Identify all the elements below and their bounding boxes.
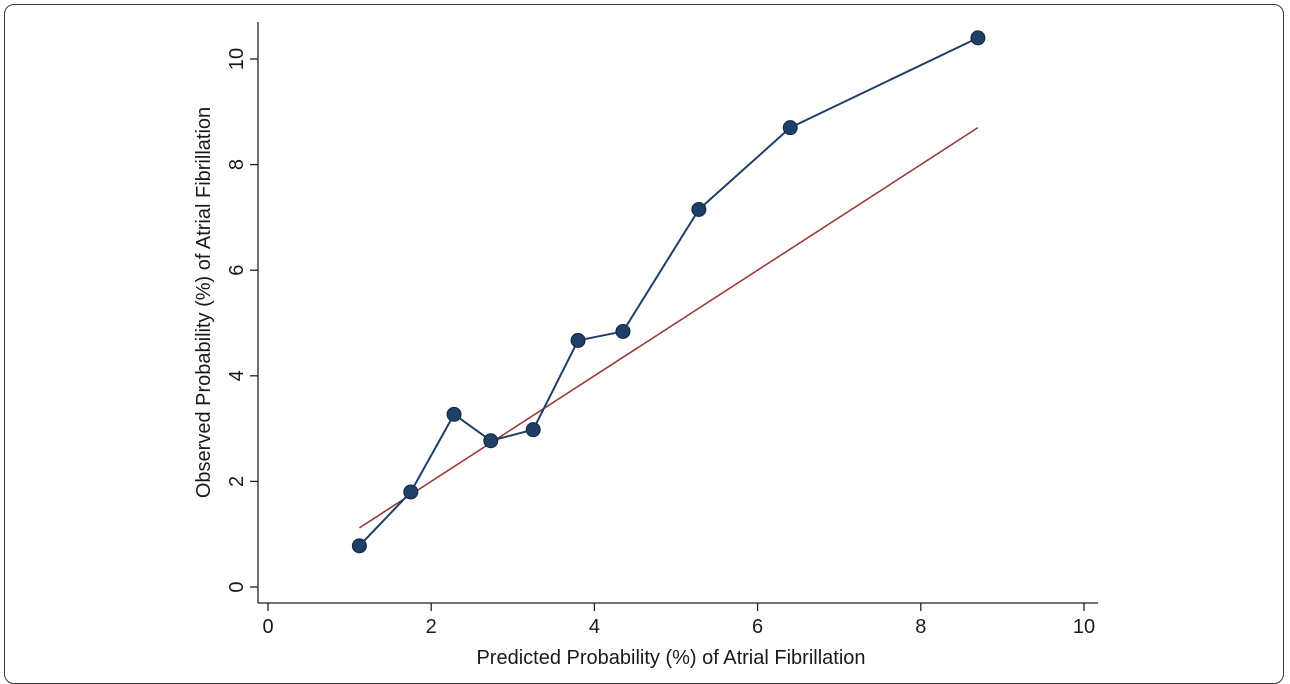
y-tick-label: 8: [226, 159, 248, 170]
observed-point: [525, 422, 541, 438]
observed-point: [782, 120, 798, 136]
observed-point: [970, 30, 986, 46]
x-tick-label: 10: [1073, 616, 1095, 638]
x-tick-label: 8: [915, 616, 926, 638]
observed-point: [483, 433, 499, 449]
observed-line: [358, 36, 979, 547]
observed-point: [570, 332, 586, 348]
x-tick-label: 6: [752, 616, 763, 638]
observed-point: [403, 484, 419, 500]
observed-point: [446, 406, 462, 422]
y-tick-label: 6: [226, 265, 248, 276]
y-tick-label: 10: [226, 48, 248, 70]
y-tick-label: 0: [226, 581, 248, 592]
observed-point: [351, 538, 367, 554]
x-tick-label: 2: [426, 616, 437, 638]
y-axis-title: Observed Probability (%) of Atrial Fibri…: [193, 107, 215, 498]
axes: [257, 22, 1098, 604]
y-ticks: 0 2 4 6 8 10: [226, 48, 258, 593]
observed-point: [615, 323, 631, 339]
x-tick-label: 4: [589, 616, 600, 638]
observed-point: [691, 201, 707, 217]
reference-line: [358, 126, 979, 529]
series: [351, 30, 986, 554]
x-tick-label: 0: [262, 616, 273, 638]
y-tick-label: 4: [226, 370, 248, 381]
y-tick-label: 2: [226, 476, 248, 487]
x-ticks: 0 2 4 6 8 10: [262, 603, 1095, 638]
x-axis-title: Predicted Probability (%) of Atrial Fibr…: [476, 647, 865, 669]
